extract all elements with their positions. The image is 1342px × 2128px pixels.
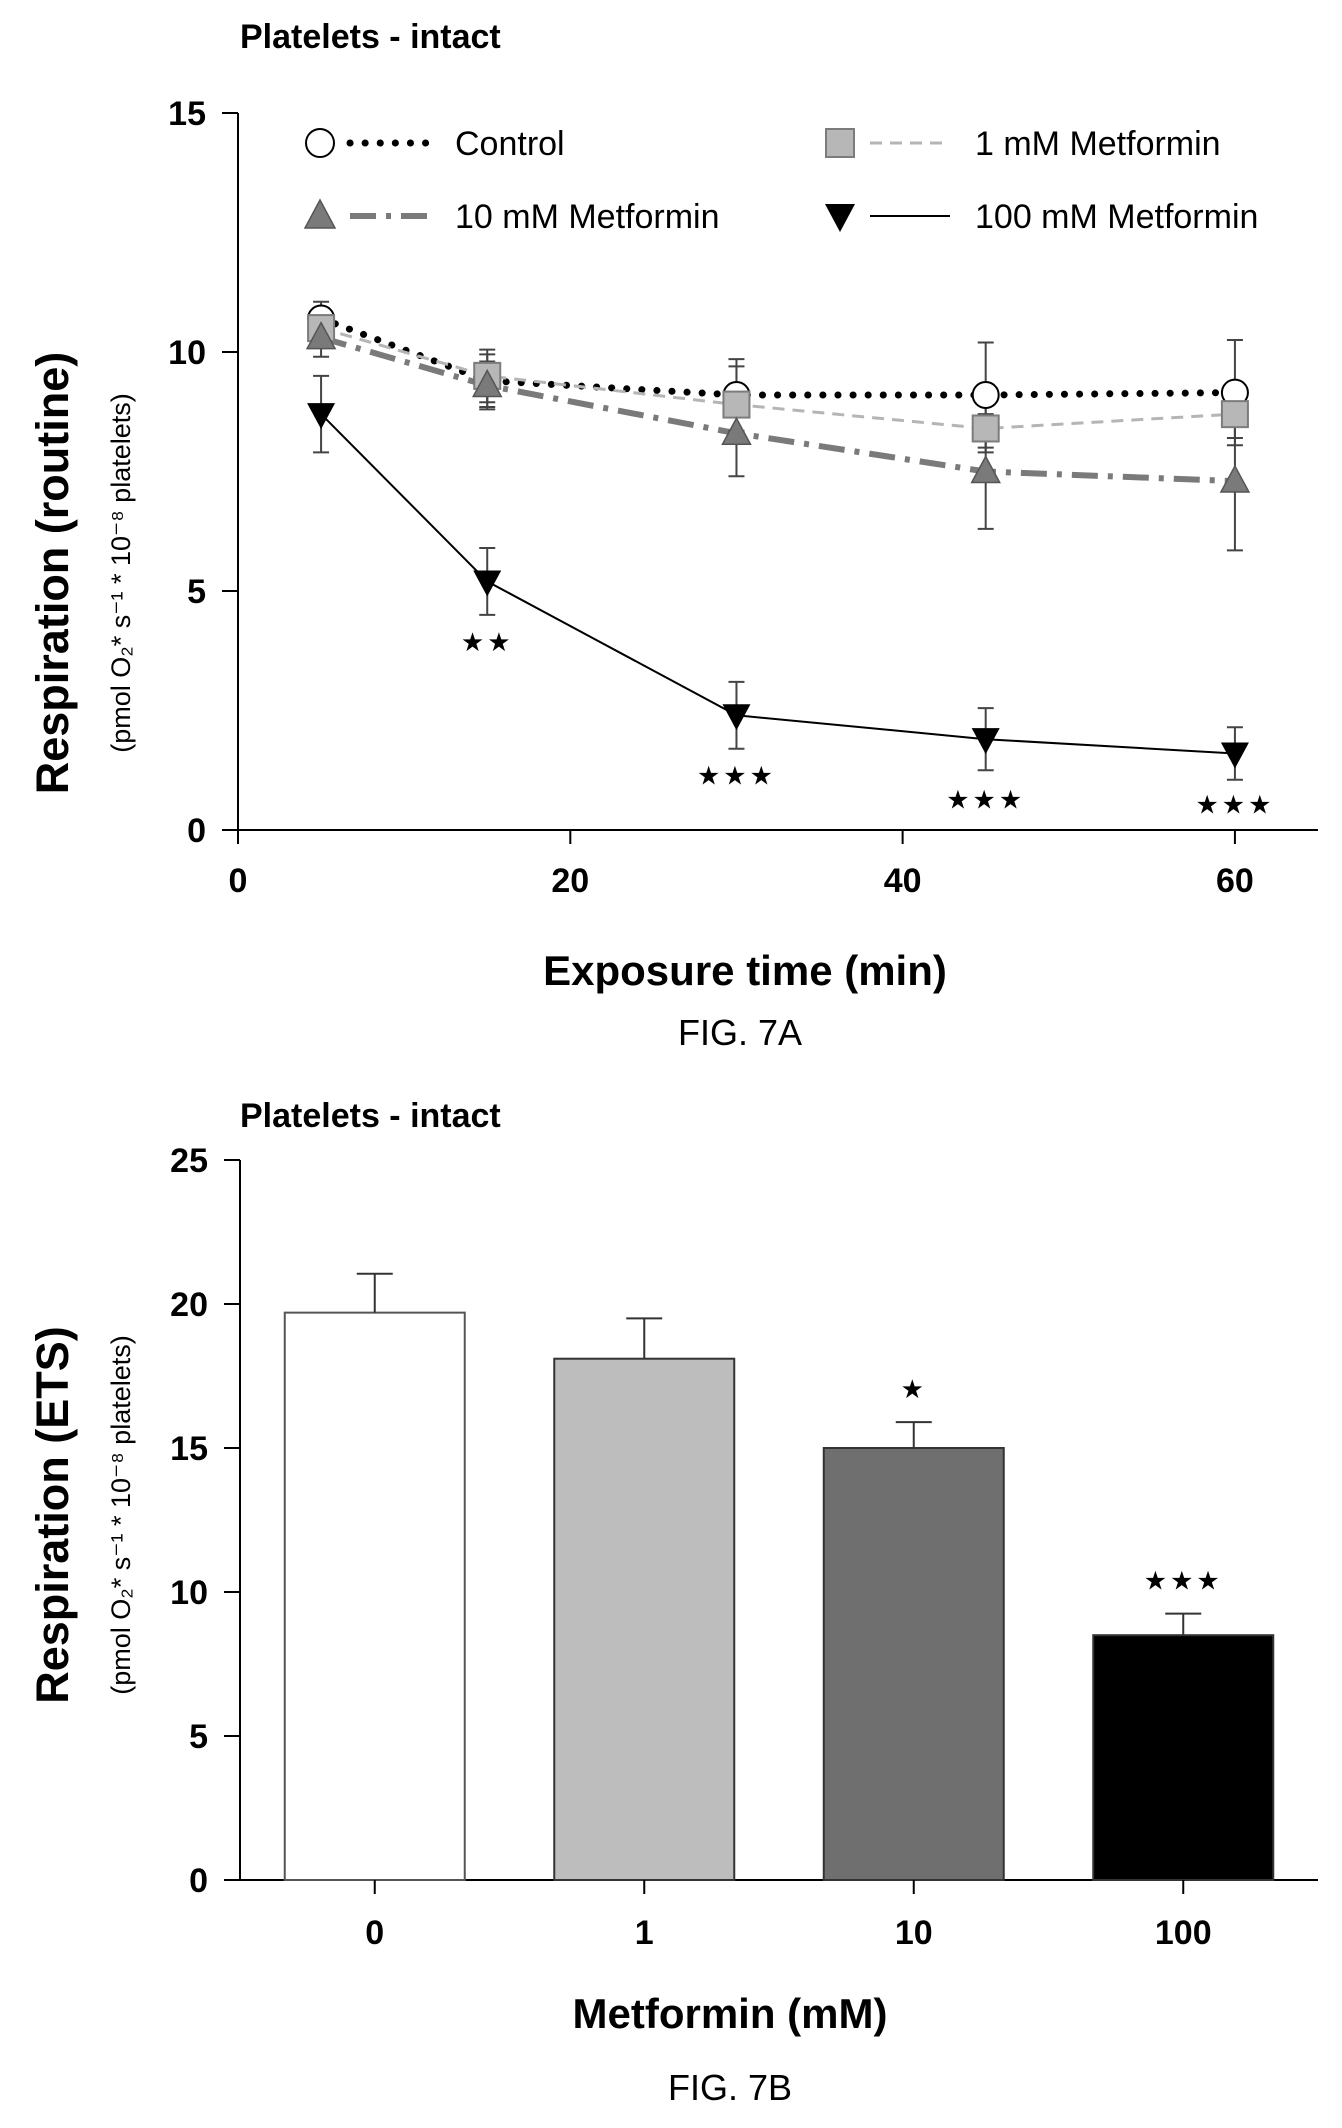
panel-b-caption: FIG. 7B <box>668 2067 792 2108</box>
series-line-100-mm-metformin <box>320 413 1235 755</box>
y-tick-label: 0 <box>189 1862 208 1900</box>
bar-1-mm <box>553 1357 736 1881</box>
point-100-mm-metformin <box>473 570 502 597</box>
point-1-mm-metformin <box>722 390 751 419</box>
point-1-mm-metformin <box>971 414 1000 443</box>
bar-10-mm <box>822 1447 1005 1881</box>
panel-a-error-bars <box>313 300 1243 781</box>
legend-label-10-mm-metformin: 10 mM Metformin <box>455 198 720 236</box>
panel-a-caption: FIG. 7A <box>678 1012 802 1053</box>
panel-a-annotations: ★★★★★★★★ ★★★ <box>461 627 1274 820</box>
panel-a-y-units: (pmol O₂* s⁻¹ * 10⁻⁸ platelets) <box>106 393 136 753</box>
panel-a-markers <box>305 304 1251 769</box>
point-100-mm-metformin <box>307 403 336 430</box>
panel-a-title: Platelets - intact <box>240 18 501 56</box>
point-control <box>971 381 1000 410</box>
panel-b-y-ticks: 0 5 10 15 20 25 <box>170 1142 240 1900</box>
significance-marker: ★★ <box>461 627 514 657</box>
point-10-mm-metformin <box>471 368 503 398</box>
x-tick-label: 20 <box>551 862 589 900</box>
y-tick-label: 15 <box>168 95 206 133</box>
panel-a-y-ticks: 0 5 10 15 <box>168 95 238 850</box>
panel-a-axes <box>237 113 1318 831</box>
point-10-mm-metformin <box>721 416 752 446</box>
panel-b-y-label: Respiration (ETS) <box>27 1326 78 1704</box>
x-tick-label: 0 <box>229 862 248 900</box>
point-10-mm-metformin <box>305 321 337 350</box>
point-10-mm-metformin <box>970 454 1001 484</box>
point-10-mm-metformin <box>1219 464 1251 493</box>
x-tick-label: 1 <box>635 1914 654 1952</box>
panel-a-x-ticks: 0 20 40 60 <box>229 830 1254 900</box>
panel-a-legend: Control 1 mM Metformin 10 mM Metformin 100 … <box>303 125 1258 236</box>
y-tick-label: 5 <box>189 1718 208 1756</box>
y-tick-label: 20 <box>170 1286 208 1324</box>
panel-a-y-label: Respiration (routine) <box>27 352 78 795</box>
point-1-mm-metformin <box>1220 400 1249 429</box>
series-line-control <box>317 315 1239 399</box>
x-tick-label: 60 <box>1216 862 1254 900</box>
panel-b-annotations: ★★★★ <box>901 1374 1223 1596</box>
point-100-mm-metformin <box>1220 742 1249 769</box>
legend-marker-control <box>305 128 335 158</box>
legend-marker-100-mm-metformin <box>825 204 855 232</box>
legend-label-100-mm-metformin: 100 mM Metformin <box>975 198 1258 236</box>
panel-b-x-ticks: 0 1 10 100 <box>365 1880 1212 1952</box>
panel-a-x-label: Exposure time (min) <box>543 947 947 994</box>
significance-marker: ★★★ <box>697 761 776 791</box>
y-tick-label: 15 <box>170 1430 208 1468</box>
legend-label-1-mm-metformin: 1 mM Metformin <box>975 125 1221 163</box>
significance-marker: ★ <box>901 1374 927 1404</box>
bar-0-mm <box>283 1311 466 1881</box>
panel-a-lines <box>317 315 1239 755</box>
significance-marker: ★★★ <box>946 784 1025 814</box>
x-tick-label: 0 <box>365 1914 384 1952</box>
y-tick-label: 0 <box>187 812 206 850</box>
legend-marker-1-mm-metformin <box>825 128 855 158</box>
panel-b-y-units: (pmol O₂* s⁻¹ * 10⁻⁸ platelets) <box>106 1335 136 1695</box>
x-tick-label: 100 <box>1155 1914 1212 1952</box>
point-100-mm-metformin <box>722 704 751 731</box>
legend-label-control: Control <box>455 125 565 163</box>
y-tick-label: 10 <box>168 334 206 372</box>
significance-marker: ★★★ <box>1144 1566 1223 1596</box>
point-100-mm-metformin <box>971 728 1000 755</box>
significance-marker: ★★★ <box>1195 789 1274 819</box>
panel-b-bars <box>283 1272 1275 1881</box>
y-tick-label: 10 <box>170 1574 208 1612</box>
y-tick-label: 5 <box>187 573 206 611</box>
y-tick-label: 25 <box>170 1142 208 1180</box>
panel-b-x-label: Metformin (mM) <box>573 1990 888 2037</box>
legend-marker-10-mm-metformin <box>303 198 337 229</box>
panel-b-title: Platelets - intact <box>240 1097 501 1135</box>
x-tick-label: 40 <box>884 862 922 900</box>
bar-100-mm <box>1092 1634 1275 1881</box>
x-tick-label: 10 <box>895 1914 933 1952</box>
